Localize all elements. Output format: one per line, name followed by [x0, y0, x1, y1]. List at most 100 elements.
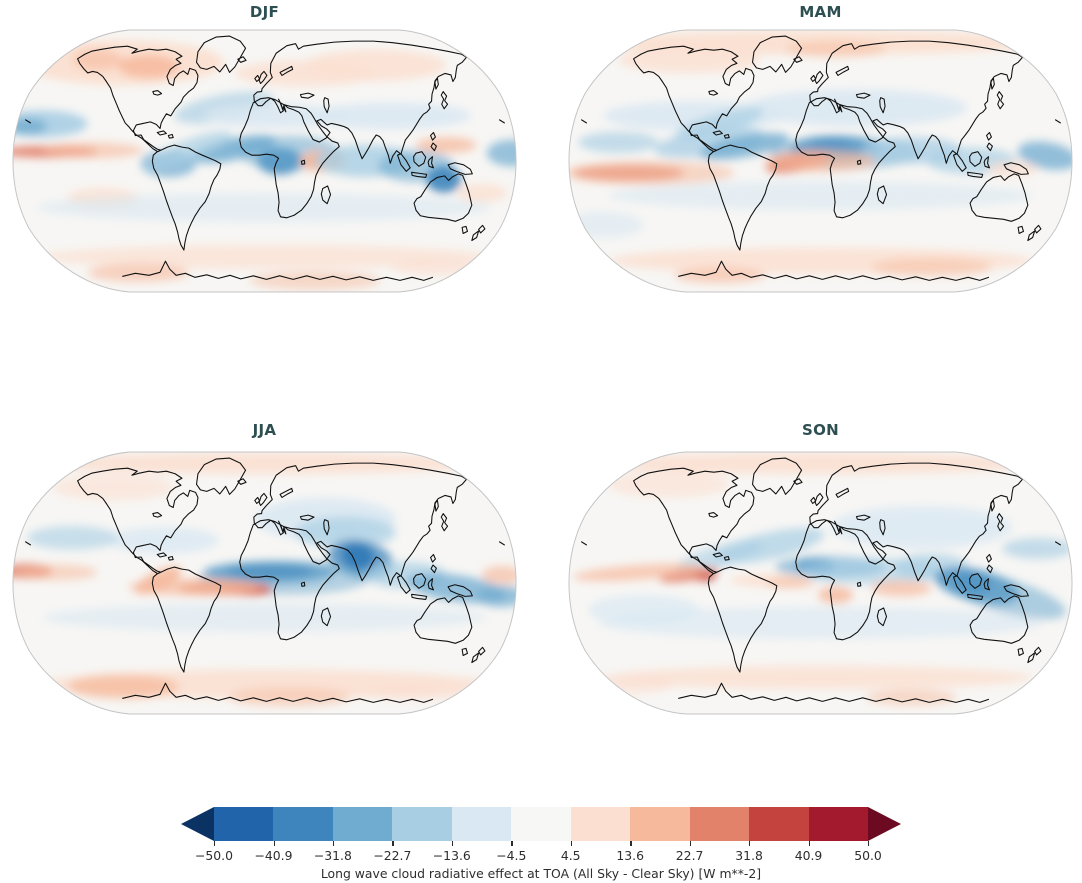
- colorbar-tick-label: −22.7: [373, 848, 412, 863]
- anomaly-blob: [865, 689, 957, 706]
- coastlines: [25, 457, 505, 703]
- anomaly-blob: [987, 161, 1038, 177]
- map-svg-son: [568, 451, 1073, 715]
- anomaly-blob: [871, 580, 932, 597]
- panel-title-mam: MAM: [799, 3, 842, 21]
- anomaly-blob: [486, 139, 517, 167]
- colorbar-tick: [570, 841, 573, 846]
- anomaly-blob: [135, 566, 182, 595]
- colorbar-tick: [689, 841, 691, 846]
- map-outline: [568, 451, 1073, 715]
- colorbar-segment: [689, 807, 750, 841]
- colorbar-tick: [868, 841, 870, 846]
- map-svg-jja: [12, 451, 517, 715]
- colorbar-segment: [749, 807, 809, 841]
- map-outline: [568, 29, 1073, 293]
- anomaly-blob: [1017, 141, 1073, 170]
- anomaly-blob: [608, 471, 730, 498]
- colorbar-tick-label: −50.0: [195, 848, 233, 863]
- coastlines: [581, 457, 1061, 703]
- anomaly-blob: [674, 267, 765, 284]
- map-svg-mam: [568, 29, 1073, 293]
- anomaly-blob: [87, 263, 189, 282]
- anomaly-blob: [764, 577, 816, 589]
- colorbar-tick-label: −4.5: [496, 848, 527, 863]
- anomaly-blob: [203, 103, 346, 128]
- anomaly-blob: [618, 46, 760, 74]
- anomaly-blob: [598, 452, 1043, 474]
- map-outline: [12, 29, 517, 293]
- anomaly-blob: [118, 54, 179, 79]
- anomaly-blob: [52, 473, 174, 501]
- colorbar-segment: [570, 807, 631, 841]
- anomaly-blob: [817, 586, 854, 604]
- colorbar-tick-label: 50.0: [854, 848, 882, 863]
- anomaly-blob: [72, 49, 124, 71]
- anomaly-blob: [229, 688, 351, 707]
- anomaly-blob: [456, 183, 507, 203]
- panel-title-jja: JJA: [252, 421, 277, 439]
- anomaly-blob: [785, 41, 887, 58]
- colorbar-label: Long wave cloud radiative effect at TOA …: [320, 866, 762, 881]
- anomaly-blob: [42, 244, 487, 269]
- colorbar-tick-label: 13.6: [616, 848, 644, 863]
- map-panel-djf: [12, 28, 517, 294]
- anomaly-blob: [476, 585, 517, 607]
- anomaly-blob: [830, 505, 1013, 549]
- colorbar-segment: [332, 807, 393, 841]
- anomaly-blob: [426, 166, 462, 193]
- anomaly-blob: [42, 452, 487, 474]
- colorbar-tick: [214, 841, 216, 846]
- anomaly-blob: [37, 192, 492, 223]
- colorbar-tick-label: −40.9: [254, 848, 293, 863]
- anomaly-blob: [17, 564, 98, 581]
- colorbar-segment: [392, 807, 452, 841]
- anomaly-blob: [583, 674, 675, 694]
- colorbar-tick: [451, 841, 454, 846]
- colorbar-ticks: −50.0 −40.9 −31.8 −22.7 −13.6 −4.5 4.5 13.6 22.7…: [181, 807, 901, 867]
- anomaly-blob: [764, 150, 877, 172]
- colorbar-tick-label: 22.7: [675, 848, 704, 863]
- colorbar-segment: [214, 807, 274, 841]
- anomaly-blob: [481, 565, 517, 585]
- anomaly-blob: [608, 180, 1033, 211]
- colorbar-segment: [630, 807, 690, 841]
- colorbar-tick-label: 31.8: [735, 848, 763, 863]
- anomaly-blob: [42, 142, 144, 159]
- colorbar-segment: [451, 807, 512, 841]
- colorbar-tick-label: −31.8: [313, 848, 352, 863]
- panel-title-son: SON: [801, 421, 839, 439]
- anomaly-blob: [699, 133, 790, 160]
- anomaly-blob: [42, 602, 487, 633]
- anomaly-blob: [365, 684, 467, 701]
- anomaly-blob: [304, 49, 447, 82]
- colorbar-tick-label: −13.6: [432, 848, 471, 863]
- anomaly-blob: [871, 258, 993, 277]
- coastlines: [25, 35, 505, 281]
- anomaly-blob: [390, 259, 492, 276]
- anomaly-blob: [659, 567, 720, 583]
- anomaly-blob: [249, 271, 381, 290]
- map-panel-mam: [568, 28, 1073, 294]
- colorbar-tick: [630, 841, 632, 846]
- map-panel-son: [568, 450, 1073, 716]
- anomaly-blob: [294, 516, 396, 549]
- colorbar-tick-label: 40.9: [794, 848, 823, 863]
- anomaly-blob: [573, 563, 705, 582]
- map-outline: [12, 451, 517, 715]
- anomaly-blob: [938, 570, 1066, 620]
- colorbar: −50.0 −40.9 −31.8 −22.7 −13.6 −4.5 4.5 13.6 22.7…: [181, 807, 901, 883]
- colorbar-segment: [511, 807, 571, 841]
- anomaly-blob: [598, 606, 1043, 639]
- anomaly-blob: [27, 525, 119, 550]
- colorbar-tick: [749, 841, 751, 846]
- coastlines: [581, 35, 1061, 281]
- colorbar-tick-label: 4.5: [560, 848, 581, 863]
- anomaly-blob: [578, 131, 659, 154]
- colorbar-bar: [181, 807, 901, 841]
- anomaly-field: [12, 39, 517, 290]
- anomaly-blob: [588, 594, 700, 625]
- colorbar-tick: [273, 841, 275, 846]
- colorbar-segment: [808, 807, 868, 841]
